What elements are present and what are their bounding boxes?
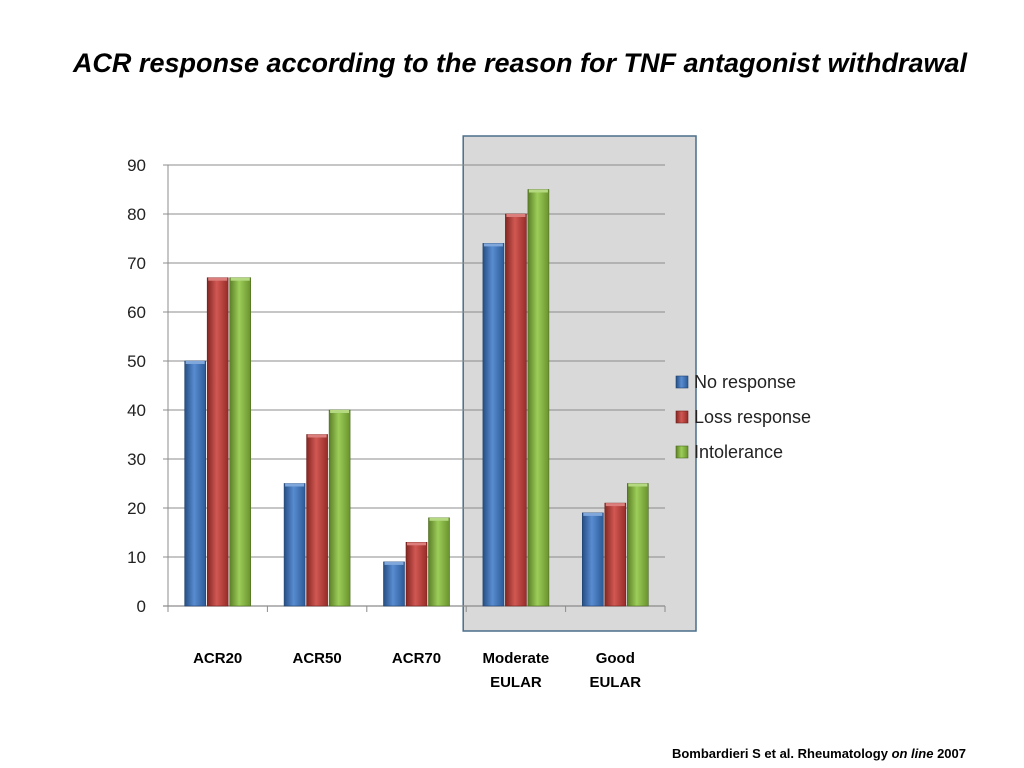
bar	[206, 277, 229, 607]
legend-label: Loss response	[694, 407, 811, 427]
x-category-label: Good EULAR	[589, 650, 641, 691]
bar-cap	[605, 503, 625, 507]
bar-cap	[307, 434, 327, 438]
bars	[184, 189, 649, 607]
bar-cap	[429, 517, 449, 521]
bar-cap	[230, 277, 250, 281]
y-tick-label: 10	[127, 548, 146, 567]
bar-cap	[628, 483, 648, 487]
x-category-label: ACR70	[392, 650, 441, 667]
legend-swatch	[675, 445, 689, 459]
y-tick-label: 40	[127, 401, 146, 420]
bar-cap	[185, 361, 205, 364]
slide-title: ACR response according to the reason for…	[72, 48, 968, 78]
bar-cap	[506, 214, 526, 217]
citation: Bombardieri S et al. Rheumatology on lin…	[672, 746, 966, 761]
legend-label: No response	[694, 372, 796, 392]
legend-label: Intolerance	[694, 442, 783, 462]
y-tick-label: 70	[127, 254, 146, 273]
citation-online: on line	[891, 746, 934, 761]
bar	[527, 189, 550, 607]
bar	[306, 434, 328, 607]
y-tick-label: 60	[127, 303, 146, 322]
bar-cap	[384, 561, 404, 565]
labels: 0 10 20 30 40 50 60 70 80 90 ACR20 ACR50 ACR70 Modera…	[127, 156, 641, 691]
bar	[229, 277, 251, 607]
bar	[283, 483, 306, 607]
bar-cap	[528, 189, 548, 193]
bar	[604, 502, 627, 607]
y-tick-label: 30	[127, 450, 146, 469]
bar	[428, 517, 450, 607]
bar-chart: 0 10 20 30 40 50 60 70 80 90 ACR20 ACR50 ACR70 Modera…	[127, 135, 811, 691]
y-tick-label: 80	[127, 205, 146, 224]
bar	[328, 409, 351, 607]
legend: No response Loss response Intolerance	[675, 372, 811, 462]
y-tick-label: 20	[127, 499, 146, 518]
bar	[626, 483, 649, 607]
x-category-label: ACR20	[193, 650, 242, 667]
bar-cap	[483, 243, 503, 247]
bar-cap	[285, 483, 305, 487]
bar-cap	[583, 512, 603, 516]
citation-authors: Bombardieri S et al. Rheumatology	[671, 746, 888, 761]
citation-year: 2007	[937, 746, 966, 761]
bar-cap	[208, 277, 228, 281]
x-category-label: ACR50	[293, 650, 342, 667]
bar	[482, 243, 505, 607]
bar	[184, 360, 206, 607]
bar-cap	[407, 542, 426, 546]
y-tick-label: 50	[127, 352, 146, 371]
x-category-label: Moderate EULAR	[483, 650, 550, 691]
y-tick-label: 0	[137, 597, 146, 616]
y-tick-label: 90	[127, 156, 146, 175]
legend-swatch	[675, 375, 689, 389]
bar-cap	[330, 410, 350, 413]
bar	[505, 213, 527, 607]
bar	[405, 541, 428, 607]
bar	[581, 512, 604, 607]
legend-swatch	[675, 410, 689, 424]
bar	[383, 561, 405, 607]
